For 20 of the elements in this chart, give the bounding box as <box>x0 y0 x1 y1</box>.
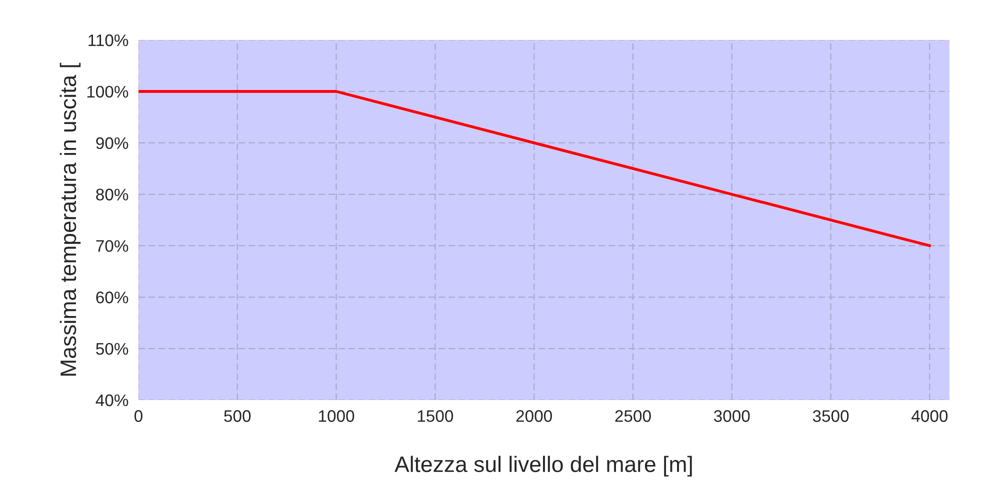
y-tick-label: 80% <box>96 188 128 200</box>
x-tick-label: 1500 <box>418 410 454 422</box>
y-tick-label: 40% <box>96 394 128 406</box>
x-tick-label: 2000 <box>516 410 552 422</box>
x-tick-label: 500 <box>224 410 251 422</box>
x-tick-label: 2500 <box>615 410 651 422</box>
x-tick-label: 1000 <box>318 410 354 422</box>
y-tick-label: 110% <box>88 34 128 46</box>
x-tick-label: 0 <box>134 410 142 422</box>
x-tick-label: 3000 <box>714 410 750 422</box>
y-tick-label: 50% <box>96 342 128 355</box>
x-axis-title: Altezza sul livello del mare [m] <box>394 456 692 477</box>
x-tick-label: 4000 <box>912 410 948 422</box>
y-tick-label: 90% <box>96 137 128 150</box>
line-series <box>138 90 932 248</box>
y-tick-label: 100% <box>87 86 128 98</box>
y-tick-label: 70% <box>96 240 128 252</box>
y-axis-title: Massima temperatura in uscita [ <box>60 62 81 376</box>
y-tick-label: 60% <box>96 292 128 304</box>
x-tick-label: 3500 <box>812 410 849 422</box>
